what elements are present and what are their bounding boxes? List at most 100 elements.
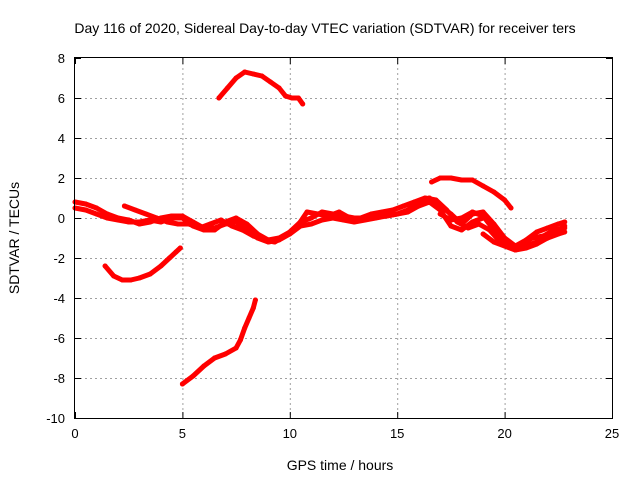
data-point — [225, 85, 230, 91]
data-point — [351, 219, 357, 225]
data-point — [197, 225, 203, 231]
data-point — [401, 203, 407, 209]
y-axis-label: SDTVAR / TECUs — [6, 182, 22, 294]
data-point — [179, 381, 185, 387]
data-point — [173, 249, 179, 255]
series-arc-low-center — [179, 297, 258, 387]
data-point — [115, 215, 121, 221]
x-tick-label: 25 — [605, 426, 619, 441]
data-point — [147, 219, 153, 225]
data-point — [237, 337, 243, 343]
y-tick-label: 8 — [58, 51, 65, 66]
y-tick-label: -10 — [46, 411, 65, 426]
y-tick-label: -4 — [53, 291, 65, 306]
data-point — [242, 325, 248, 331]
data-point — [545, 235, 551, 241]
data-point — [104, 211, 110, 217]
data-point — [240, 227, 245, 233]
data-point — [244, 221, 250, 227]
data-point — [102, 263, 108, 269]
data-point — [252, 297, 258, 303]
y-tick-label: 2 — [58, 171, 65, 186]
data-point — [523, 245, 529, 251]
data-point — [480, 213, 486, 219]
data-point — [175, 221, 181, 227]
data-point — [394, 211, 400, 217]
y-tick-label: -6 — [53, 331, 65, 346]
data-point — [250, 71, 256, 77]
data-point — [502, 243, 508, 249]
data-point — [289, 95, 295, 101]
x-tick-label: 15 — [390, 426, 404, 441]
data-point — [222, 351, 228, 357]
data-point — [111, 273, 117, 279]
data-point — [276, 85, 282, 91]
data-point — [448, 217, 454, 223]
data-point — [119, 277, 125, 283]
data-point — [437, 175, 443, 181]
data-point — [132, 207, 138, 213]
data-point — [233, 219, 239, 225]
data-point — [272, 239, 278, 245]
data-point — [94, 211, 99, 217]
data-point — [512, 247, 518, 253]
data-point — [530, 235, 535, 241]
data-point — [128, 277, 134, 283]
data-point — [476, 221, 482, 227]
axis-ticks: 0 5 10 15 20 25 -10 -8 -6 -4 -2 0 2 4 6 8 — [46, 51, 619, 441]
data-point — [233, 345, 239, 351]
data-point — [379, 209, 385, 215]
data-point — [469, 219, 475, 225]
data-point — [534, 241, 540, 247]
data-point — [212, 355, 218, 361]
data-point — [308, 215, 314, 221]
data-point — [246, 315, 252, 321]
data-point — [250, 233, 256, 239]
data-point — [459, 227, 465, 233]
data-point — [555, 221, 561, 227]
data-point — [250, 305, 256, 311]
data-point — [315, 211, 321, 217]
data-point — [534, 229, 540, 235]
data-point — [308, 221, 314, 227]
data-point — [465, 225, 471, 231]
data-point — [491, 227, 497, 233]
data-point — [190, 373, 196, 379]
data-point — [233, 75, 239, 81]
data-point — [167, 255, 172, 261]
data-point — [201, 363, 207, 369]
x-axis-label: GPS time / hours — [287, 457, 394, 473]
data-series — [72, 69, 568, 387]
data-point — [469, 177, 475, 183]
data-point — [136, 275, 142, 281]
y-tick-label: 6 — [58, 91, 65, 106]
data-point — [405, 207, 411, 213]
data-point — [121, 203, 127, 209]
data-point — [562, 219, 568, 225]
x-tick-label: 10 — [283, 426, 297, 441]
data-point — [295, 95, 301, 101]
data-point — [283, 233, 288, 239]
data-point — [229, 223, 235, 229]
data-point — [347, 215, 353, 221]
y-tick-label: 0 — [58, 211, 65, 226]
data-point — [459, 177, 465, 183]
data-point — [169, 213, 175, 219]
data-point — [300, 101, 306, 107]
series-arc-upper-right — [429, 175, 514, 211]
data-point — [268, 79, 273, 85]
data-point — [186, 221, 192, 227]
data-point — [147, 271, 153, 277]
data-point — [158, 263, 164, 269]
data-point — [233, 215, 239, 221]
y-tick-label: -8 — [53, 371, 65, 386]
data-point — [491, 239, 497, 245]
data-point — [293, 225, 299, 231]
data-point — [136, 221, 142, 227]
data-point — [444, 207, 450, 213]
data-point — [555, 227, 561, 233]
chart-title: Day 116 of 2020, Sidereal Day-to-day VTE… — [74, 20, 575, 36]
data-point — [508, 205, 514, 211]
x-tick-label: 20 — [497, 426, 511, 441]
